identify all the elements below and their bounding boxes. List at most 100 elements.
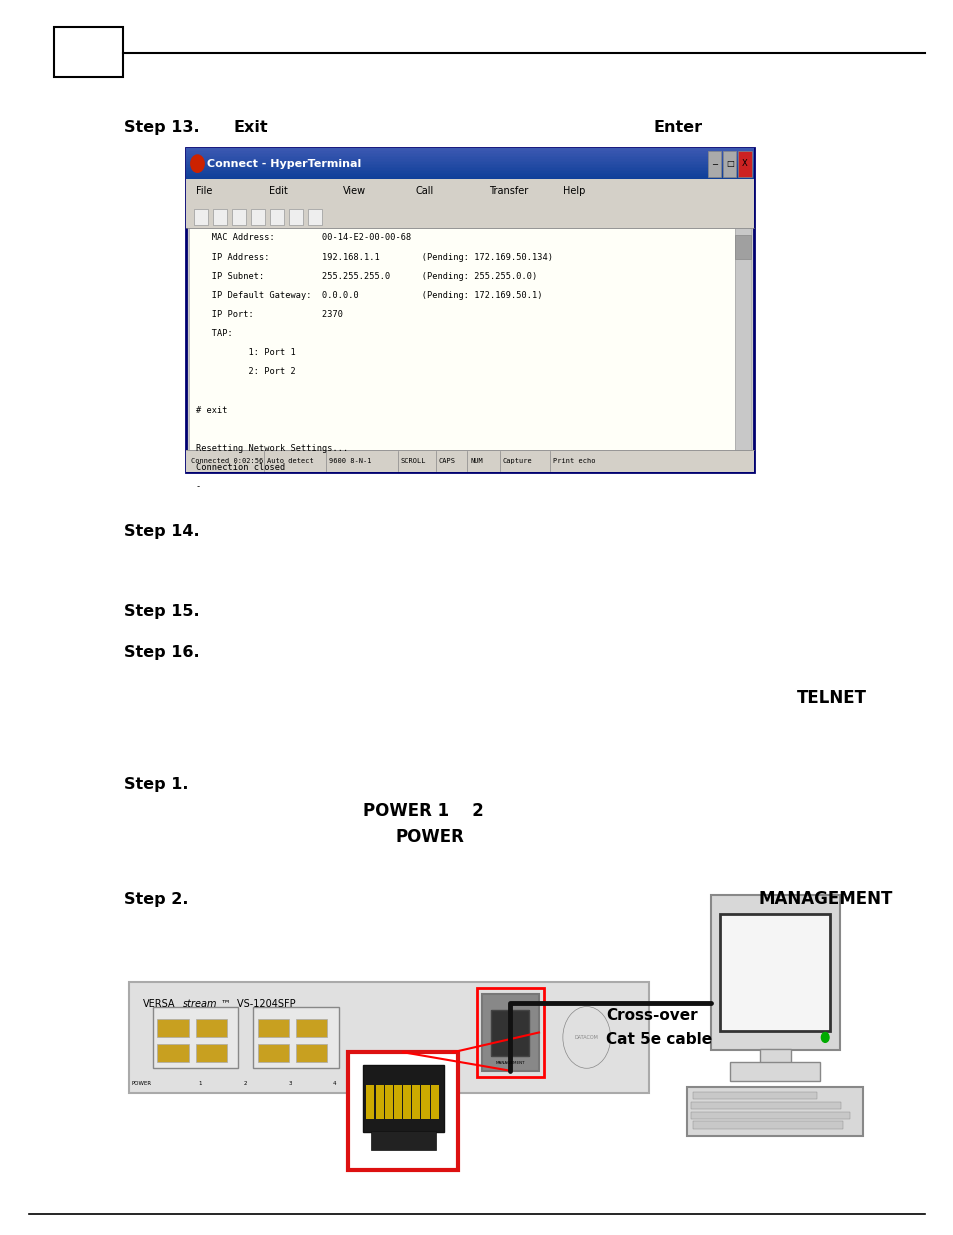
Text: SCROLL: SCROLL bbox=[400, 458, 426, 463]
Text: Connected 0:02:56: Connected 0:02:56 bbox=[191, 458, 263, 463]
Bar bbox=[186, 204, 753, 228]
Text: Connect - HyperTerminal: Connect - HyperTerminal bbox=[207, 158, 361, 169]
Text: 1: 1 bbox=[198, 1081, 202, 1086]
Bar bbox=[402, 1086, 411, 1119]
Bar bbox=[692, 1092, 816, 1099]
Text: Step 1.: Step 1. bbox=[124, 777, 189, 792]
Bar bbox=[257, 1044, 289, 1062]
Circle shape bbox=[821, 1032, 828, 1042]
Bar bbox=[186, 158, 753, 159]
Bar bbox=[375, 1086, 383, 1119]
Bar bbox=[430, 1086, 438, 1119]
Bar bbox=[476, 988, 543, 1077]
Bar bbox=[186, 148, 753, 472]
Bar bbox=[253, 1007, 338, 1068]
Bar bbox=[421, 1086, 429, 1119]
Bar bbox=[129, 982, 648, 1093]
Bar bbox=[481, 994, 538, 1071]
Bar bbox=[186, 178, 753, 179]
Text: NUM: NUM bbox=[470, 458, 482, 463]
Text: Help: Help bbox=[562, 186, 584, 196]
Bar bbox=[195, 1019, 227, 1037]
Bar bbox=[308, 209, 322, 225]
Text: CAPS: CAPS bbox=[438, 458, 456, 463]
Text: Enter: Enter bbox=[653, 120, 701, 135]
Bar bbox=[295, 1044, 327, 1062]
Text: Step 13.: Step 13. bbox=[124, 120, 199, 135]
Bar bbox=[722, 151, 736, 177]
Bar bbox=[370, 1131, 435, 1150]
Text: POWER: POWER bbox=[395, 829, 464, 846]
Bar bbox=[195, 1044, 227, 1062]
Text: Capture: Capture bbox=[502, 458, 532, 463]
Text: IP Default Gateway:  0.0.0.0            (Pending: 172.169.50.1): IP Default Gateway: 0.0.0.0 (Pending: 17… bbox=[195, 291, 541, 300]
Bar bbox=[54, 27, 123, 77]
Text: IP Subnet:           255.255.255.0      (Pending: 255.255.0.0): IP Subnet: 255.255.255.0 (Pending: 255.2… bbox=[195, 272, 537, 280]
Bar bbox=[686, 1087, 862, 1136]
Text: Connection closed: Connection closed bbox=[195, 463, 285, 472]
Bar bbox=[759, 1049, 790, 1066]
Bar bbox=[186, 159, 753, 161]
Bar bbox=[691, 1112, 849, 1119]
Text: IP Address:          192.168.1.1        (Pending: 172.169.50.134): IP Address: 192.168.1.1 (Pending: 172.16… bbox=[195, 253, 552, 262]
Bar bbox=[186, 173, 753, 174]
Bar bbox=[186, 162, 753, 164]
Bar bbox=[491, 1010, 529, 1056]
Bar bbox=[186, 149, 753, 152]
Bar bbox=[189, 228, 734, 450]
Bar bbox=[186, 167, 753, 168]
Bar bbox=[157, 1044, 189, 1062]
Bar bbox=[186, 179, 753, 204]
Bar bbox=[734, 235, 750, 259]
Bar bbox=[270, 209, 284, 225]
Bar bbox=[186, 151, 753, 153]
Text: 4: 4 bbox=[333, 1081, 336, 1086]
Bar bbox=[707, 151, 720, 177]
Bar bbox=[186, 168, 753, 170]
Bar bbox=[295, 1019, 327, 1037]
Bar bbox=[186, 165, 753, 167]
Text: Transfer: Transfer bbox=[489, 186, 528, 196]
Bar bbox=[348, 1052, 457, 1170]
Bar bbox=[710, 895, 839, 1050]
Bar bbox=[186, 175, 753, 178]
Text: Auto detect: Auto detect bbox=[267, 458, 314, 463]
Text: MAC Address:         00-14-E2-00-00-68: MAC Address: 00-14-E2-00-00-68 bbox=[195, 233, 411, 242]
Bar bbox=[186, 174, 753, 177]
Text: ™  VS-1204SFP: ™ VS-1204SFP bbox=[221, 999, 295, 1009]
Bar bbox=[186, 154, 753, 156]
Text: POWER: POWER bbox=[132, 1081, 152, 1086]
Text: 9600 8-N-1: 9600 8-N-1 bbox=[329, 458, 372, 463]
Bar bbox=[186, 164, 753, 165]
Text: ─: ─ bbox=[711, 159, 717, 168]
Bar bbox=[412, 1086, 420, 1119]
Text: stream: stream bbox=[183, 999, 217, 1009]
Bar bbox=[157, 1019, 189, 1037]
Bar bbox=[186, 161, 753, 162]
Bar bbox=[394, 1086, 401, 1119]
Bar bbox=[289, 209, 303, 225]
Text: IP Port:             2370: IP Port: 2370 bbox=[195, 310, 342, 319]
Bar bbox=[384, 1086, 393, 1119]
Text: TAP:: TAP: bbox=[195, 330, 233, 338]
Text: MANAGEMENT: MANAGEMENT bbox=[495, 1061, 525, 1066]
Text: Cat 5e cable: Cat 5e cable bbox=[605, 1032, 711, 1047]
Bar bbox=[232, 209, 246, 225]
Bar bbox=[692, 1121, 842, 1129]
Bar bbox=[213, 209, 227, 225]
Text: DATACOM: DATACOM bbox=[574, 1035, 598, 1040]
Bar bbox=[186, 156, 753, 158]
Bar bbox=[734, 228, 750, 450]
Text: Print echo: Print echo bbox=[553, 458, 596, 463]
Bar bbox=[186, 170, 753, 172]
Text: 3: 3 bbox=[288, 1081, 292, 1086]
Bar bbox=[729, 1062, 820, 1081]
Text: File: File bbox=[195, 186, 212, 196]
Text: □: □ bbox=[725, 159, 733, 168]
Bar bbox=[186, 172, 753, 173]
Text: Edit: Edit bbox=[269, 186, 288, 196]
Bar bbox=[193, 209, 208, 225]
Bar bbox=[152, 1007, 238, 1068]
Bar bbox=[366, 1086, 375, 1119]
Bar bbox=[186, 450, 753, 472]
